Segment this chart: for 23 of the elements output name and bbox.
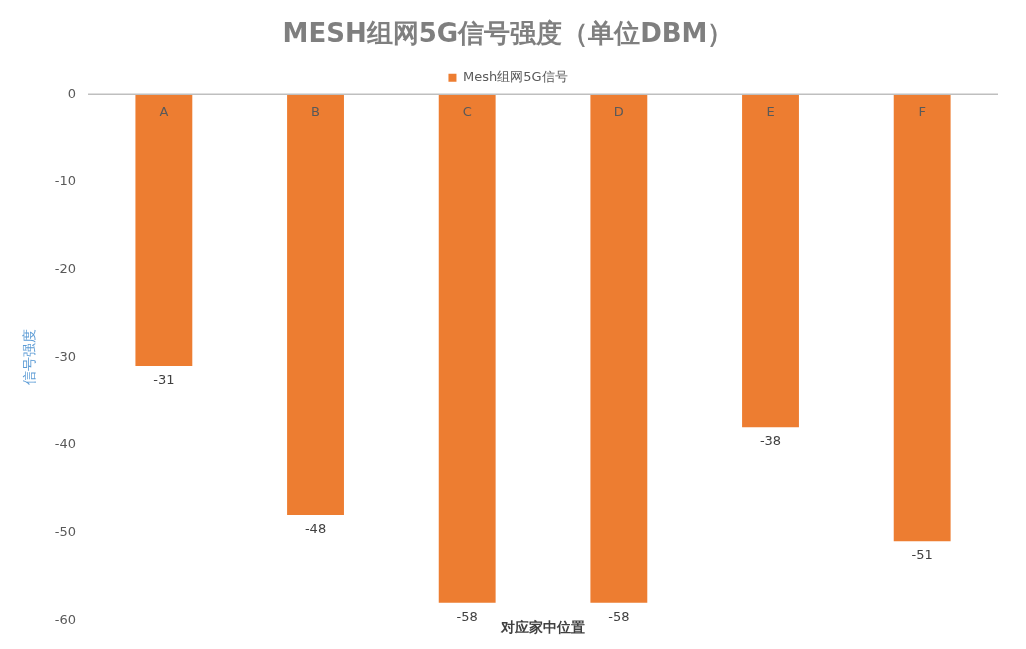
y-tick-label: -10	[54, 173, 77, 189]
x-tick-label: C	[462, 104, 472, 120]
data-label: -58	[608, 608, 630, 624]
data-label: -38	[759, 433, 782, 449]
y-tick-label: -60	[54, 611, 77, 627]
data-label: -31	[153, 371, 175, 387]
x-tick-label: B	[311, 104, 320, 120]
y-tick-label: -20	[54, 260, 77, 276]
y-tick-label: -30	[54, 348, 77, 364]
data-label: -51	[911, 547, 933, 563]
y-tick-label: 0	[67, 85, 77, 101]
data-label: -48	[304, 520, 327, 536]
y-tick-label: -40	[54, 436, 77, 452]
y-tick-label: -50	[54, 523, 77, 539]
x-tick-label: A	[159, 104, 169, 120]
x-axis-title: 对应家中位置	[500, 619, 586, 636]
x-tick-label: F	[918, 104, 926, 120]
data-label: -58	[456, 608, 478, 624]
y-axis-title: 信号强度	[21, 329, 38, 386]
x-tick-label: E	[766, 104, 775, 120]
legend-label: Mesh组网5G信号	[462, 69, 568, 85]
chart-title: MESH组网5G信号强度（单位DBM）	[282, 18, 734, 49]
x-tick-label: D	[613, 104, 624, 120]
